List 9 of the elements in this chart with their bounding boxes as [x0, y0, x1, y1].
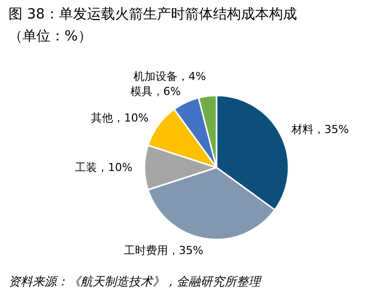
slice-label: 模具，6%: [130, 84, 181, 98]
chart-title: 图 38：单发运载火箭生产时箭体结构成本构成: [8, 6, 297, 22]
slice-label: 其他，10%: [91, 112, 149, 125]
chart-subtitle: （单位：%）: [8, 28, 92, 44]
slice-label: 工装，10%: [75, 161, 133, 174]
slice-label: 材料，35%: [290, 122, 349, 136]
slice-label: 机加设备，4%: [134, 70, 206, 83]
text: 资料来源：《航天制造技术》，金融研究所整理: [8, 274, 262, 288]
slice-label: 工时费用，35%: [124, 244, 204, 257]
